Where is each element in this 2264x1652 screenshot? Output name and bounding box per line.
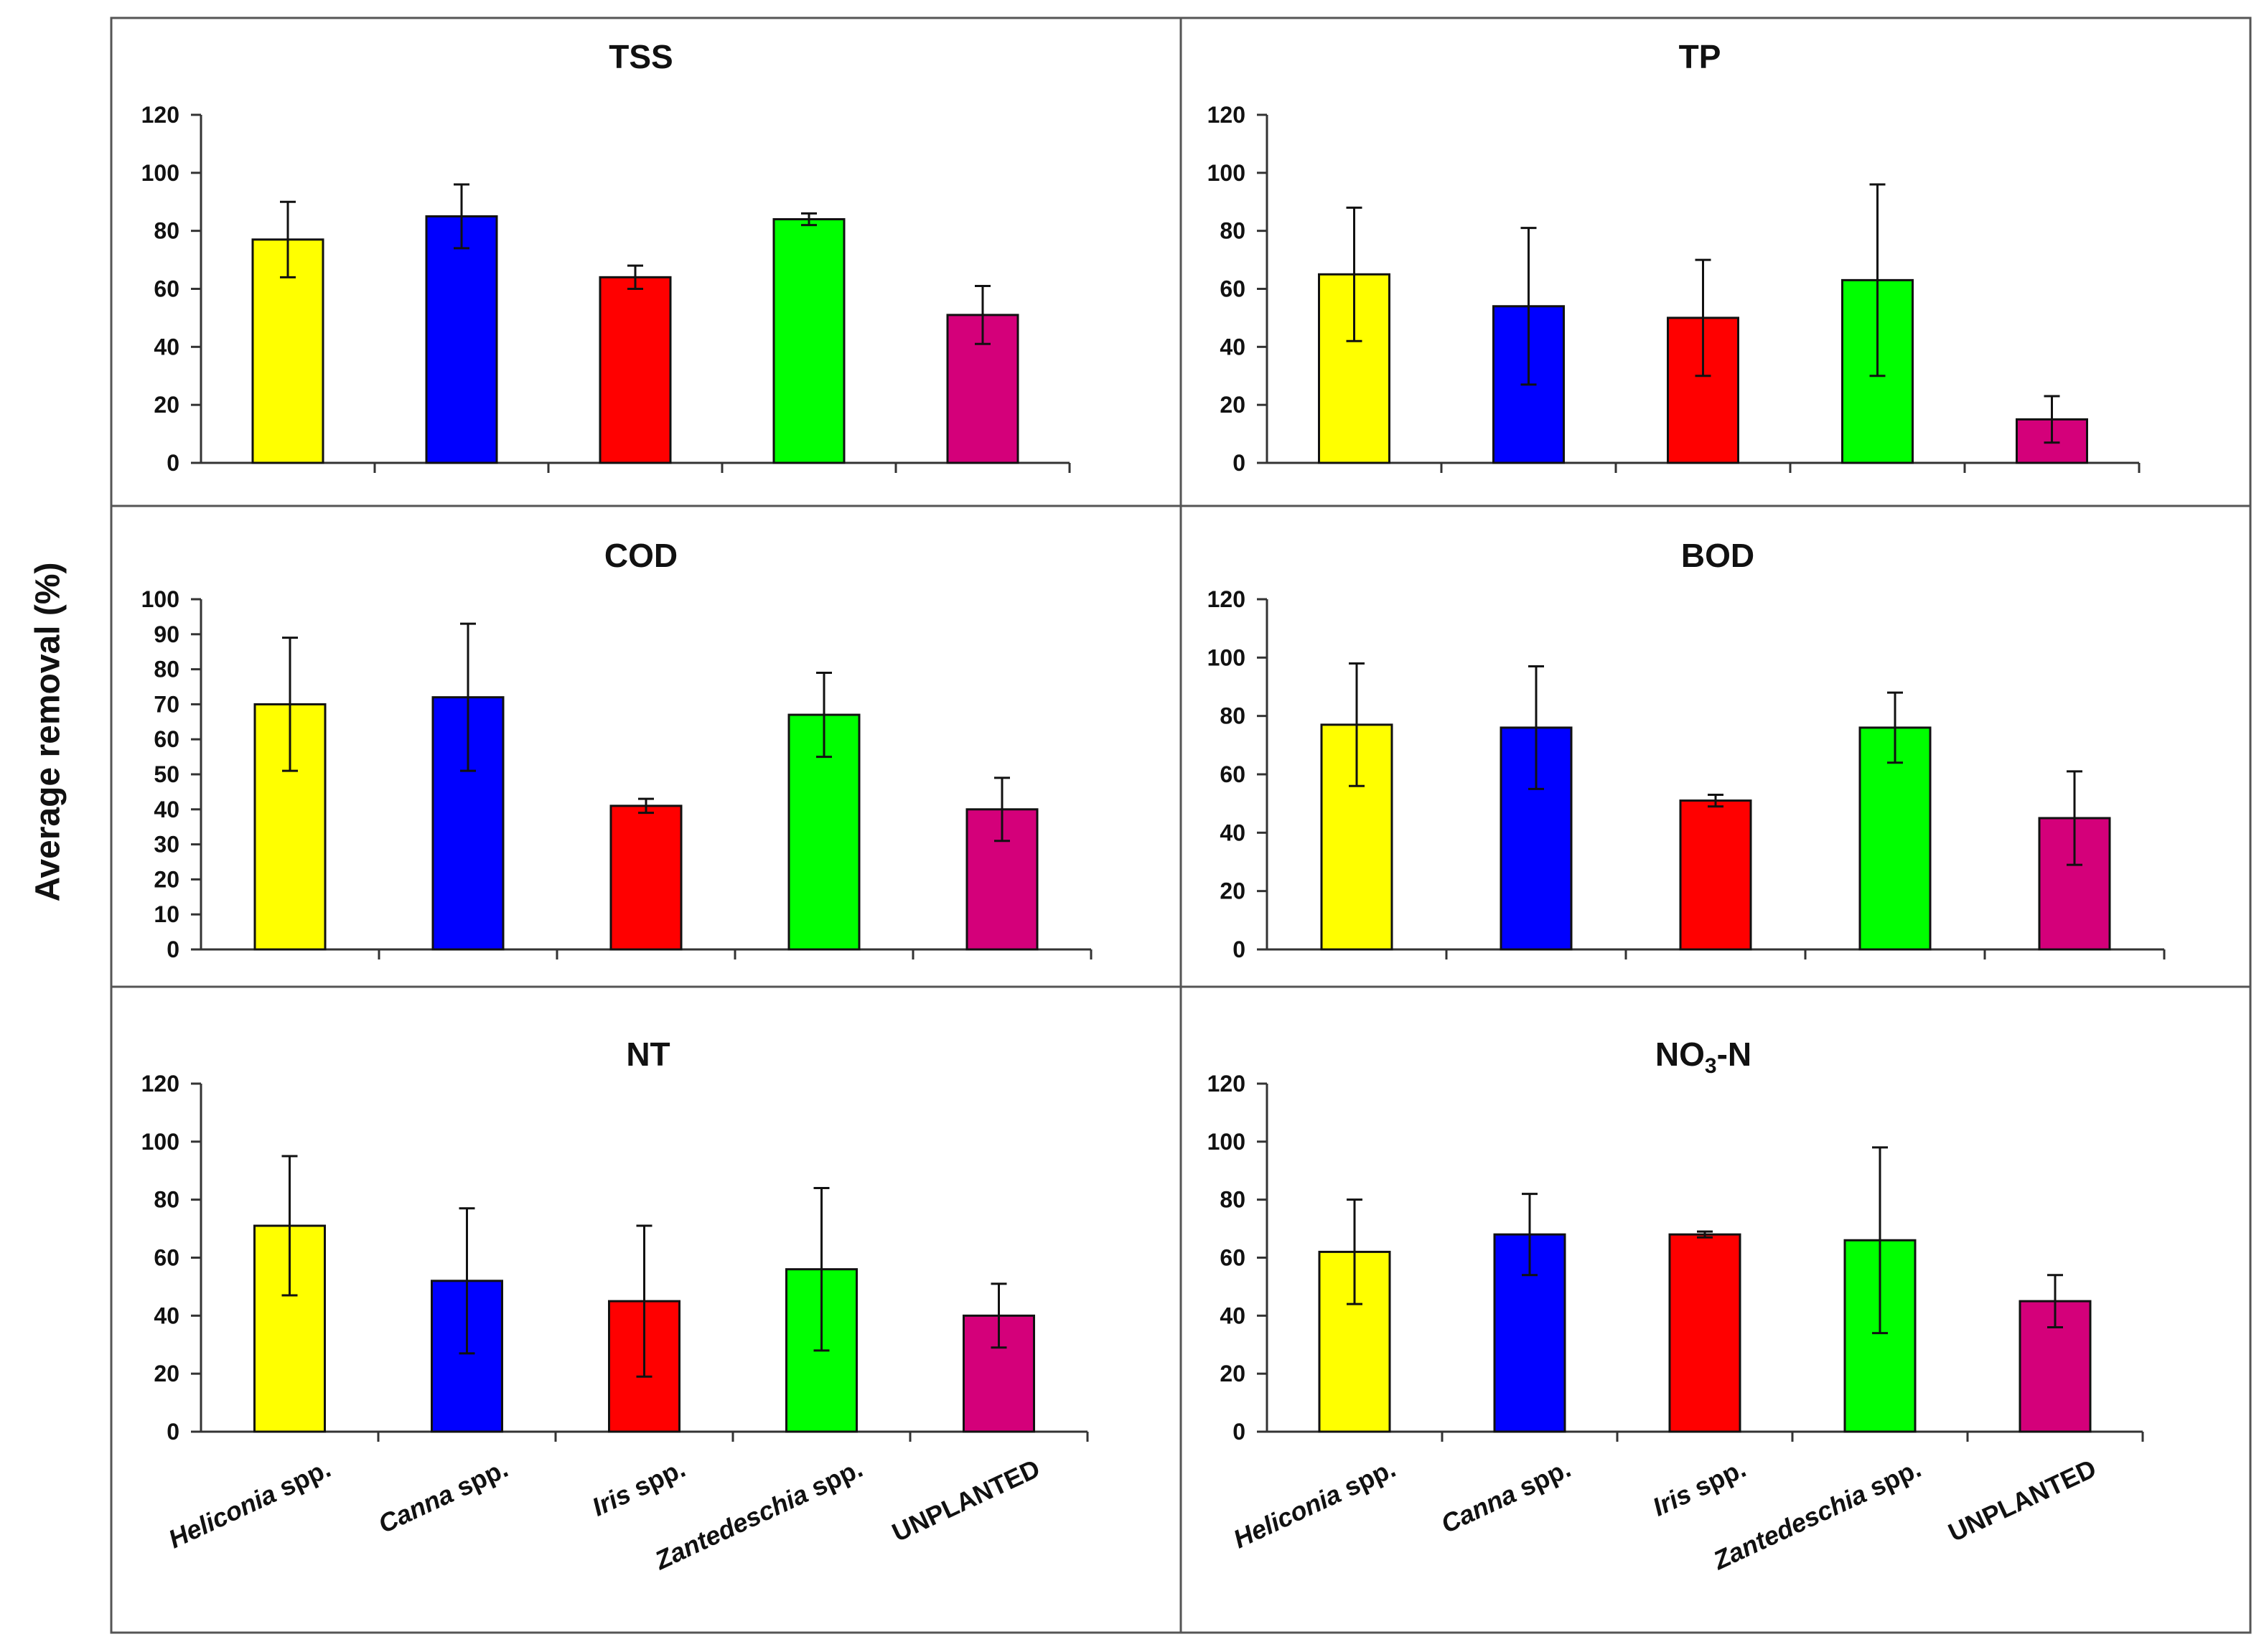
y-tick-label: 70 [154, 691, 179, 717]
y-tick-label: 60 [1220, 1245, 1245, 1271]
y-tick-label: 100 [141, 1129, 179, 1155]
y-tick-label: 60 [154, 726, 179, 752]
y-tick-label: 120 [141, 102, 179, 128]
y-tick-label: 10 [154, 901, 179, 927]
y-tick-label: 80 [1220, 218, 1245, 244]
y-tick-label: 100 [1207, 160, 1245, 186]
panel-title: BOD [1681, 537, 1754, 574]
y-tick-label: 40 [154, 1303, 179, 1328]
y-tick-label: 40 [154, 797, 179, 822]
y-tick-label: 100 [1207, 644, 1245, 670]
y-tick-label: 80 [154, 218, 179, 244]
y-tick-label: 80 [1220, 1187, 1245, 1213]
y-axis-title: Average removal (%) [29, 562, 67, 901]
panel-tss: TSS 0 20 40 60 80 100 120 [110, 17, 1182, 507]
y-tick-label: 80 [154, 657, 179, 682]
y-tick-label: 120 [1207, 1071, 1245, 1097]
y-tick-label: 60 [1220, 761, 1245, 787]
y-tick-label: 120 [1207, 586, 1245, 612]
y-tick-label: 60 [154, 1245, 179, 1271]
y-tick-label: 20 [154, 866, 179, 892]
y-tick-label: 0 [167, 937, 179, 962]
y-tick-label: 0 [1232, 1419, 1245, 1445]
y-tick-label: 20 [154, 392, 179, 418]
y-tick-label: 120 [1207, 102, 1245, 128]
y-tick-label: 100 [141, 160, 179, 186]
y-tick-label: 80 [154, 1187, 179, 1213]
y-tick-label: 100 [1207, 1129, 1245, 1155]
y-tick-label: 0 [167, 1419, 179, 1445]
y-tick-label: 0 [1232, 937, 1245, 962]
y-tick-label: 40 [154, 334, 179, 360]
bar-iris [609, 804, 683, 951]
y-tick-label: 30 [154, 832, 179, 858]
bar-zantedeschia [772, 218, 846, 464]
y-tick-label: 0 [1232, 450, 1245, 476]
y-tick-label: 60 [154, 276, 179, 302]
y-tick-label: 40 [1220, 334, 1245, 360]
panel-bod: BOD 0 20 40 60 80 100 120 [1179, 504, 2252, 988]
panel-title: NT [626, 1036, 670, 1073]
panel-title: TP [1679, 38, 1721, 75]
y-tick-label: 50 [154, 761, 179, 787]
y-tick-label: 20 [1220, 1361, 1245, 1386]
panel-cod: COD 0 10 20 30 40 50 60 70 80 90 100 [110, 504, 1182, 988]
y-tick-label: 100 [141, 586, 179, 612]
panel-frame [1179, 985, 2252, 1634]
y-tick-label: 60 [1220, 276, 1245, 302]
panel-title: TSS [609, 38, 673, 75]
bar-iris [1679, 799, 1752, 951]
y-tick-label: 120 [141, 1071, 179, 1097]
panel-title: COD [604, 537, 678, 574]
bar-iris [599, 276, 672, 464]
bar-iris [1668, 1233, 1741, 1433]
y-tick-label: 20 [154, 1361, 179, 1386]
y-tick-label: 40 [1220, 1303, 1245, 1328]
y-tick-label: 40 [1220, 820, 1245, 845]
y-tick-label: 20 [1220, 392, 1245, 418]
panel-tp: TP 0 20 40 60 80 100 120 [1179, 17, 2252, 507]
y-tick-label: 80 [1220, 703, 1245, 729]
y-tick-label: 90 [154, 621, 179, 647]
bar-canna [425, 215, 498, 464]
panel-title: NO3-N [1655, 1036, 1751, 1078]
y-tick-label: 0 [167, 450, 179, 476]
y-tick-label: 20 [1220, 878, 1245, 904]
